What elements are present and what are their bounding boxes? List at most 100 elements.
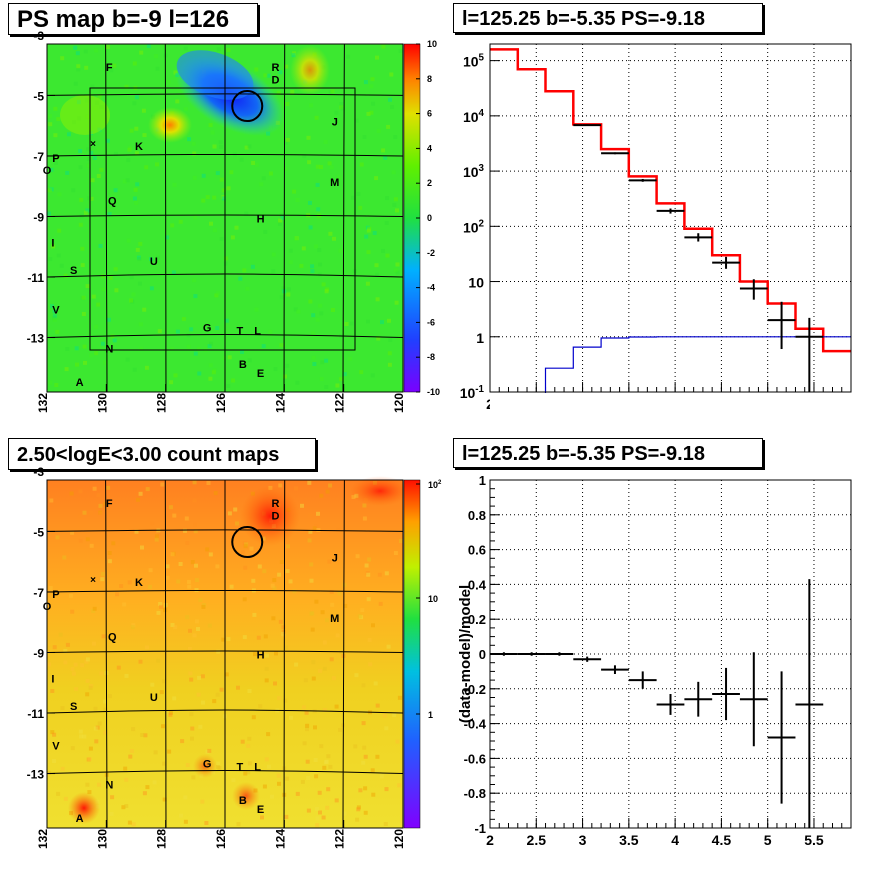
source-label: P: [52, 589, 59, 601]
y-tick-label: 105: [463, 53, 485, 70]
y-tick-label: -0.6: [464, 751, 486, 766]
source-label: T: [236, 326, 243, 338]
colorbar-tick-label: -10: [427, 387, 440, 397]
source-label: U: [150, 692, 158, 704]
source-label: I: [51, 238, 54, 250]
y-tick-label: 102: [463, 218, 485, 235]
y-tick-label: -0.4: [464, 717, 487, 732]
colorbar-tick-label: -4: [427, 283, 435, 293]
source-label: M: [330, 613, 339, 625]
x-tick-label: 128: [155, 829, 169, 849]
x-tick-label: 124: [273, 393, 287, 413]
residual-ticks: 2 2.5 3 3.5 4 4.5 5 5.5 1 0.8 0.6 0.4 0.2 0 -0.2 -0.4 -0…: [464, 473, 852, 848]
x-tick-label: 4: [671, 832, 679, 848]
source-label: E: [257, 368, 264, 380]
source-label: T: [236, 762, 243, 774]
y-tick-label: 0: [479, 647, 486, 662]
y-tick-label: 103: [463, 163, 485, 180]
source-label: R: [271, 498, 279, 510]
count-map-grid: [46, 479, 404, 829]
y-tick-label: 0.6: [468, 543, 486, 558]
roi-box: [89, 87, 356, 351]
selected-position-circle: [231, 90, 264, 123]
residual-title: l=125.25 b=-5.35 PS=-9.18: [453, 438, 763, 468]
source-label: K: [135, 141, 143, 153]
source-label: Q: [108, 195, 117, 207]
x-tick-label: 122: [333, 829, 347, 849]
source-label: V: [52, 304, 60, 316]
source-label: S: [70, 701, 77, 713]
y-tick-label: -0.8: [464, 786, 486, 801]
source-label: P: [52, 153, 59, 165]
residual-chart: 2 2.5 3 3.5 4 4.5 5 5.5 1 0.8 0.6 0.4 0.2 0 -0.2 -0.4 -0…: [457, 473, 852, 848]
cross-marker: ×: [90, 575, 96, 586]
x-tick-label: 132: [36, 829, 50, 849]
colorbar-tick-label: 10: [427, 39, 437, 49]
y-tick-label: -5: [33, 525, 44, 539]
ps-map-y-ticks: -3 -5 -7 -9 -11 -13: [27, 29, 55, 346]
source-label: K: [135, 577, 143, 589]
source-label: B: [239, 795, 247, 807]
colorbar-tick-label: 4: [427, 143, 432, 153]
x-tick-label: 122: [333, 393, 347, 413]
x-tick-label: 2: [486, 832, 494, 848]
count-map-colorbar-ticks: 102 10 1: [416, 480, 442, 720]
spectrum-grid: [489, 44, 851, 393]
x-tick-label: 2.5: [527, 832, 547, 848]
y-tick-label: -9: [33, 646, 44, 660]
source-label: A: [76, 377, 84, 389]
x-tick-label: 4.5: [712, 832, 732, 848]
colorbar-tick-label: 0: [427, 213, 432, 223]
spectrum-title: l=125.25 b=-5.35 PS=-9.18: [453, 3, 763, 33]
y-tick-label: -5: [33, 89, 44, 103]
ps-map-grid: [46, 43, 404, 393]
y-tick-label: -13: [27, 332, 45, 346]
count-map-y-ticks: -3 -5 -7 -9 -11 -13: [27, 465, 55, 782]
y-tick-label: 10-1: [460, 384, 485, 401]
colorbar-tick-label: -8: [427, 352, 435, 362]
source-label: N: [105, 344, 113, 356]
selected-position-circle: [231, 526, 264, 559]
colorbar-tick-label: 1: [428, 710, 433, 720]
x-tick-label: 124: [273, 829, 287, 849]
source-label: L: [254, 762, 261, 774]
source-label: R: [271, 62, 279, 74]
x-tick-label: 5: [764, 832, 772, 848]
colorbar-tick-label: -2: [427, 248, 435, 258]
source-label: D: [271, 74, 279, 86]
ps-map-colorbar-ticks: 10 8 6 4 2 0 -2 -4 -6 -8 -10: [416, 39, 440, 397]
source-label: J: [332, 117, 338, 129]
y-tick-label: 104: [463, 108, 485, 125]
ps-series-line: [490, 336, 851, 395]
x-tick-label: 126: [214, 829, 228, 849]
plot-clip: [490, 393, 851, 433]
source-label: H: [257, 214, 265, 226]
x-tick-label: 132: [36, 393, 50, 413]
count-map-title: 2.50<logE<3.00 count maps: [8, 438, 316, 470]
source-label: G: [203, 758, 212, 770]
source-label: J: [332, 553, 338, 565]
source-label: Q: [108, 631, 117, 643]
cross-marker: ×: [90, 139, 96, 150]
y-tick-label: -13: [27, 768, 45, 782]
source-label: U: [150, 256, 158, 268]
source-label: S: [70, 265, 77, 277]
x-tick-label: 5.5: [804, 832, 824, 848]
source-label: B: [239, 359, 247, 371]
source-label: F: [106, 62, 113, 74]
y-tick-label: -9: [33, 210, 44, 224]
count-map-colorbar: [403, 479, 421, 829]
y-tick-label: -7: [33, 586, 44, 600]
y-tick-label: -3: [33, 29, 44, 43]
residual-points: [490, 579, 824, 828]
y-tick-label: 1: [476, 330, 484, 346]
source-label: E: [257, 804, 264, 816]
y-tick-label: 1: [479, 473, 486, 488]
x-tick-label: 3.5: [619, 832, 639, 848]
source-label: A: [76, 813, 84, 825]
colorbar-tick-label: 6: [427, 109, 432, 119]
